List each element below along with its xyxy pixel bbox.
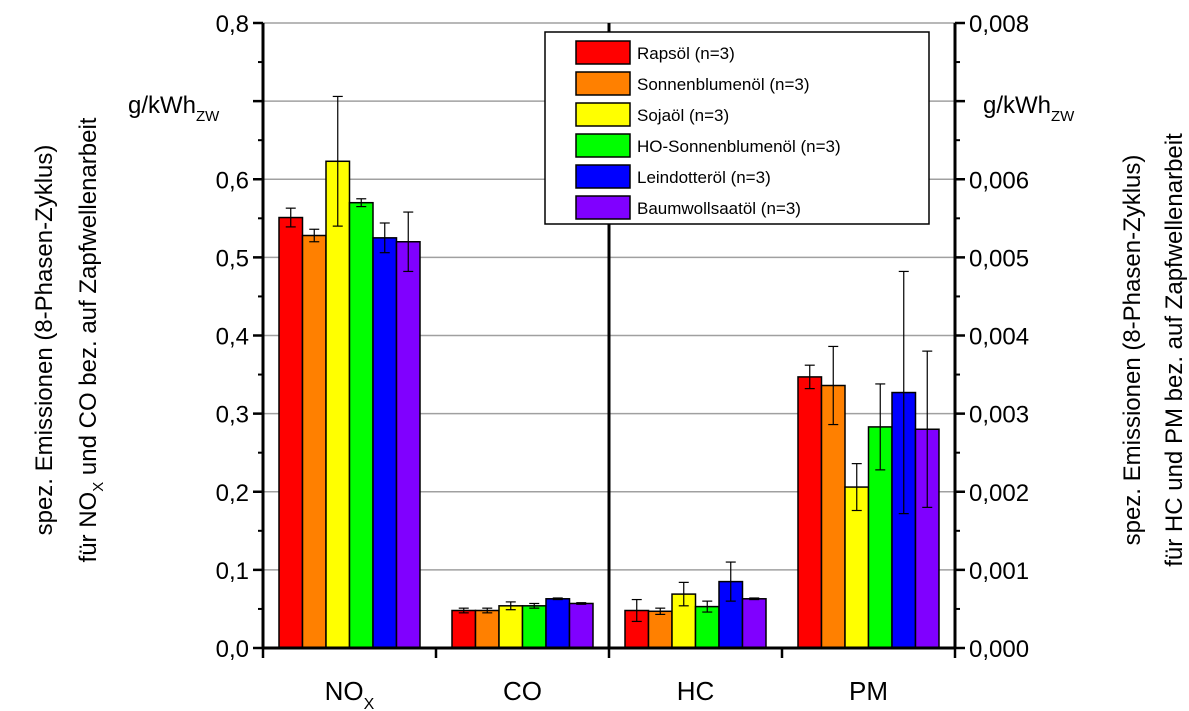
legend-label: Sojaöl (n=3) (637, 106, 729, 125)
legend-label: HO-Sonnenblumenöl (n=3) (637, 137, 841, 156)
left-tick-label: 0,3 (216, 402, 249, 429)
category-label: CO (503, 676, 542, 706)
bar (474, 609, 500, 649)
bar (372, 237, 398, 649)
left-tick-label: 0,1 (216, 558, 249, 585)
right-tick-label: 0,002 (969, 480, 1029, 507)
bar (741, 598, 767, 649)
legend-swatch (575, 133, 631, 158)
bar (568, 602, 594, 649)
right-tick-label: 0,006 (969, 167, 1029, 194)
category-label: PM (849, 676, 888, 706)
legend-swatch (575, 195, 631, 220)
left-tick-label: 0,2 (216, 480, 249, 507)
left-axis-title-line2: für NOX und CO bez. auf Zapfwellenarbeit (75, 117, 107, 562)
bar (325, 160, 351, 649)
bar (498, 605, 524, 649)
bar (694, 605, 720, 649)
right-tick-label: 0,001 (969, 558, 1029, 585)
axes: NOX CO HC PM 0,0 0,000 0,1 0,001 0,2 0,002 0,3 0,00… (216, 11, 1029, 711)
bar (348, 201, 374, 649)
legend-swatch (575, 71, 631, 96)
left-tick-label: 0,4 (216, 324, 249, 351)
left-unit-label: g/kWhZW (128, 92, 220, 125)
legend-label: Leindotteröl (n=3) (637, 168, 771, 187)
bar (278, 216, 304, 649)
bar (521, 605, 547, 649)
right-tick-label: 0,003 (969, 402, 1029, 429)
left-tick-label: 0,6 (216, 167, 249, 194)
legend-label: Rapsöl (n=3) (637, 44, 735, 63)
legend-swatch (575, 164, 631, 189)
left-tick-label: 0,0 (216, 636, 249, 663)
legend: Rapsöl (n=3) Sonnenblumenöl (n=3) Sojaöl (… (544, 31, 930, 225)
legend-swatch (575, 40, 631, 65)
bar (647, 610, 673, 649)
right-tick-label: 0,005 (969, 245, 1029, 272)
legend-swatch (575, 102, 631, 127)
right-tick-label: 0,000 (969, 636, 1029, 663)
right-axis-title-line1: spez. Emissionen (8-Phasen-Zyklus) (1119, 155, 1146, 546)
right-tick-label: 0,004 (969, 324, 1029, 351)
bar (844, 486, 870, 649)
right-unit-label: g/kWhZW (983, 92, 1075, 125)
bar (301, 234, 327, 649)
bar (395, 241, 421, 649)
legend-label: Sonnenblumenöl (n=3) (637, 75, 809, 94)
bar (451, 609, 477, 649)
bar (545, 598, 571, 649)
left-tick-label: 0,5 (216, 245, 249, 272)
right-tick-label: 0,008 (969, 11, 1029, 38)
left-axis-title-line1: spez. Emissionen (8-Phasen-Zyklus) (31, 145, 58, 536)
category-label: NOX (325, 676, 375, 711)
bar (797, 376, 823, 649)
right-axis-title-line2: für HC und PM bez. auf Zapfwellenarbeit (1161, 133, 1188, 567)
category-label: HC (677, 676, 715, 706)
legend-label: Baumwollsaatöl (n=3) (637, 199, 801, 218)
left-tick-label: 0,8 (216, 11, 249, 38)
